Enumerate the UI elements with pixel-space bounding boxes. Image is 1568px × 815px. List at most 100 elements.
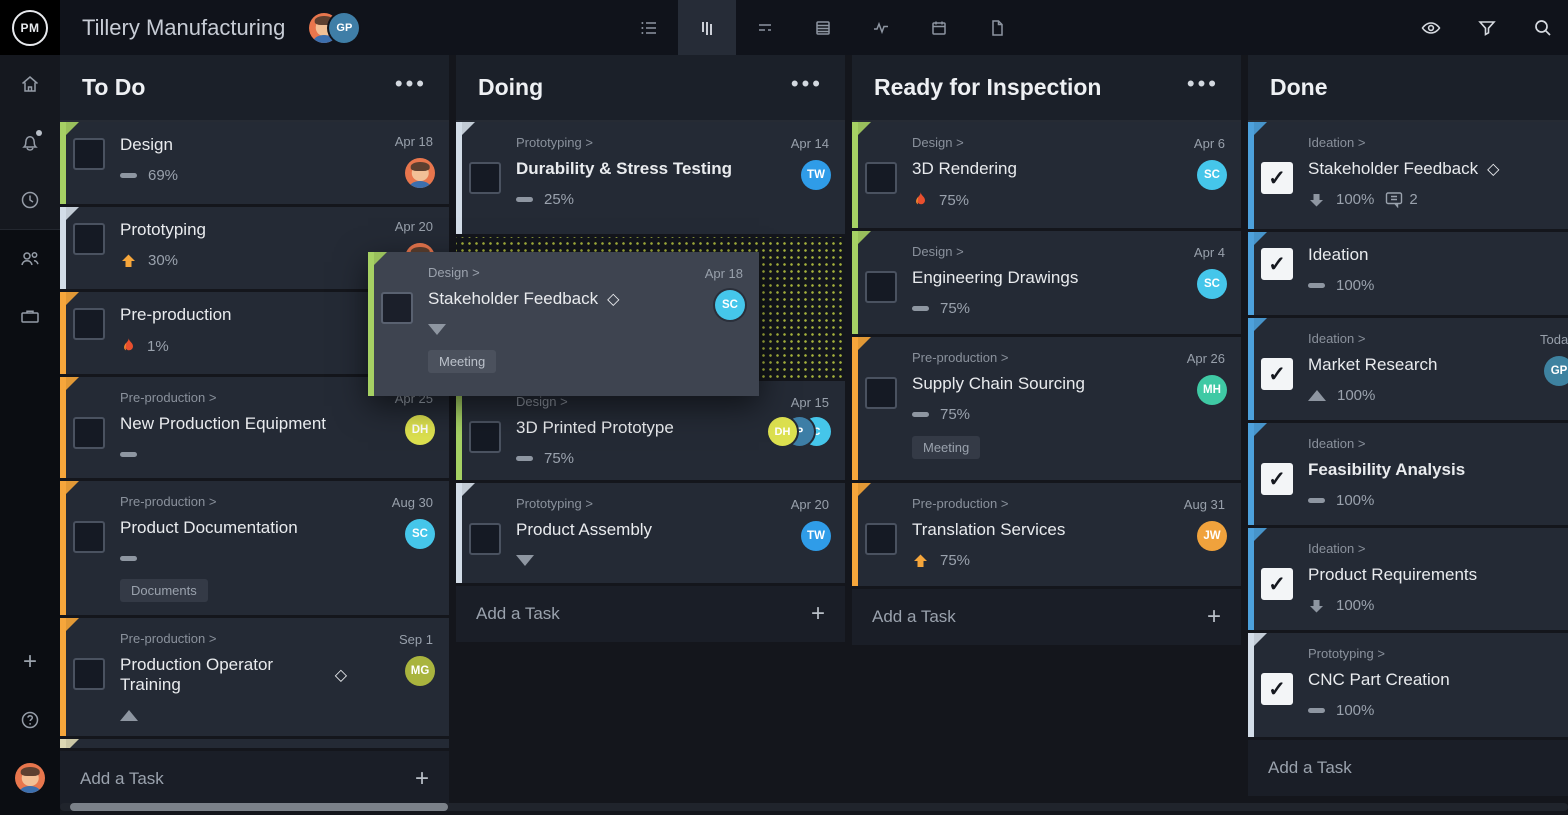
assignee-avatar-group[interactable]: C P DH [751,417,831,447]
task-card[interactable]: Ideation > Feasibility Analysis 100% [1248,423,1568,525]
task-card[interactable]: Pre-production > Translation Services Au… [852,483,1241,586]
filter-button[interactable] [1476,17,1498,39]
column-menu-icon[interactable]: ••• [1186,70,1219,96]
comments-indicator[interactable]: 2 [1385,191,1418,208]
sidebar-item-recent[interactable] [0,171,60,229]
sidebar-add-button[interactable]: + [0,633,60,691]
task-card[interactable]: Pre-production > Supply Chain Sourcing A… [852,337,1241,480]
task-checkbox[interactable] [865,162,897,194]
task-title: Translation Services [912,520,1066,539]
assignee-avatar[interactable]: DH [768,417,797,446]
task-card[interactable]: Prototyping > CNC Part Creation 100% [1248,633,1568,737]
sidebar-item-home[interactable] [0,55,60,113]
app-logo[interactable]: PM [0,0,60,55]
breadcrumb: Pre-production > [120,494,217,509]
task-checkbox-checked[interactable] [1261,673,1293,705]
assignee-avatar[interactable]: SC [1197,269,1227,299]
task-tag[interactable]: Meeting [912,436,981,459]
assignee-avatar[interactable]: DH [405,415,435,445]
assignee-avatar[interactable]: TW [801,160,831,190]
add-task-button[interactable]: Add a Task + [852,589,1241,645]
task-checkbox[interactable] [865,377,897,409]
task-card[interactable]: Ideation 100% [1248,232,1568,315]
task-checkbox[interactable] [381,292,413,324]
task-checkbox-checked[interactable] [1261,568,1293,600]
assignee-avatar[interactable]: MH [1197,375,1227,405]
task-card[interactable]: Pre-production > Product Documentation A… [60,481,449,615]
assignee-avatar[interactable]: SC [715,290,745,320]
gantt-view-tab[interactable] [736,0,794,55]
visibility-button[interactable] [1420,17,1442,39]
task-card[interactable]: Pre-production > Production Operator Tra… [60,618,449,736]
partial-card[interactable] [60,739,449,748]
add-task-button[interactable]: Add a Task + [456,586,845,642]
user-avatar[interactable] [0,749,60,807]
scrollbar-thumb[interactable] [70,803,448,811]
assignee-avatar[interactable]: JW [1197,521,1227,551]
task-checkbox[interactable] [73,658,105,690]
sidebar-item-notifications[interactable] [0,113,60,171]
task-card[interactable]: Pre-production > New Production Equipmen… [60,377,449,478]
assignee-avatar[interactable]: SC [1197,160,1227,190]
plus-icon: + [414,765,429,792]
task-checkbox-checked[interactable] [1261,162,1293,194]
column-menu-icon[interactable]: ••• [790,70,823,96]
assignee-avatar[interactable]: SC [405,519,435,549]
team-avatars[interactable]: GP [309,12,360,43]
assignee-avatar[interactable]: GP [1544,356,1568,386]
docs-view-tab[interactable] [968,0,1026,55]
task-title: Engineering Drawings [912,268,1079,287]
task-card[interactable]: Design > 3D Printed Prototype Apr 15 C P… [456,381,845,480]
task-card[interactable]: Ideation > Stakeholder Feedback 100% 2 [1248,122,1568,229]
task-card[interactable]: Ideation > Product Requirements 100% [1248,528,1568,630]
list-view-tab[interactable] [620,0,678,55]
task-checkbox[interactable] [865,271,897,303]
task-checkbox[interactable] [73,223,105,255]
project-color-ribbon [1248,318,1254,420]
breadcrumb: Prototyping > [516,496,593,511]
sheet-view-tab[interactable] [794,0,852,55]
task-checkbox[interactable] [73,417,105,449]
task-checkbox[interactable] [865,523,897,555]
task-checkbox-checked[interactable] [1261,248,1293,280]
priority-none-icon [516,456,533,461]
activity-view-tab[interactable] [852,0,910,55]
dragged-task-card[interactable]: Design > Stakeholder Feedback Apr 18 SC … [368,252,759,396]
task-checkbox[interactable] [469,421,501,453]
add-task-button[interactable]: Add a Task + [60,751,449,807]
assignee-avatar[interactable]: TW [801,521,831,551]
column-header: To Do ••• [60,55,449,122]
task-checkbox[interactable] [73,521,105,553]
task-card[interactable]: Ideation > Market Research Today GP 100% [1248,318,1568,420]
task-title: 3D Printed Prototype [516,418,674,437]
search-button[interactable] [1532,17,1554,39]
calendar-view-tab[interactable] [910,0,968,55]
task-checkbox-checked[interactable] [1261,463,1293,495]
task-tag[interactable]: Meeting [428,350,497,373]
column-menu-icon[interactable]: ••• [394,70,427,96]
task-checkbox[interactable] [73,138,105,170]
board-view-tab[interactable] [678,0,736,55]
task-checkbox-checked[interactable] [1261,358,1293,390]
task-checkbox[interactable] [469,523,501,555]
sidebar-item-team[interactable] [0,230,60,288]
task-card[interactable]: Prototyping > Durability & Stress Testin… [456,122,845,234]
assignee-avatar[interactable] [405,158,435,188]
task-checkbox[interactable] [469,162,501,194]
sidebar-help-button[interactable] [0,691,60,749]
task-card[interactable]: Design > Engineering Drawings Apr 4 SC 7… [852,231,1241,334]
column-header: Doing ••• [456,55,845,122]
task-checkbox[interactable] [73,308,105,340]
add-task-button[interactable]: Add a Task + [1248,740,1568,796]
progress-percent: 100% [1336,191,1375,208]
task-card[interactable]: Design Apr 18 69% [60,122,449,204]
task-card[interactable]: Prototyping > Product Assembly Apr 20 TW [456,483,845,583]
task-card[interactable]: Design > 3D Rendering Apr 6 SC 75% [852,122,1241,228]
sidebar-item-portfolio[interactable] [0,288,60,346]
task-tag[interactable]: Documents [120,579,208,602]
due-date: Apr 14 [790,136,829,151]
assignee-avatar[interactable]: MG [405,656,435,686]
project-color-ribbon [60,122,66,204]
clock-icon [21,191,39,209]
member-avatar-gp[interactable]: GP [329,12,360,43]
